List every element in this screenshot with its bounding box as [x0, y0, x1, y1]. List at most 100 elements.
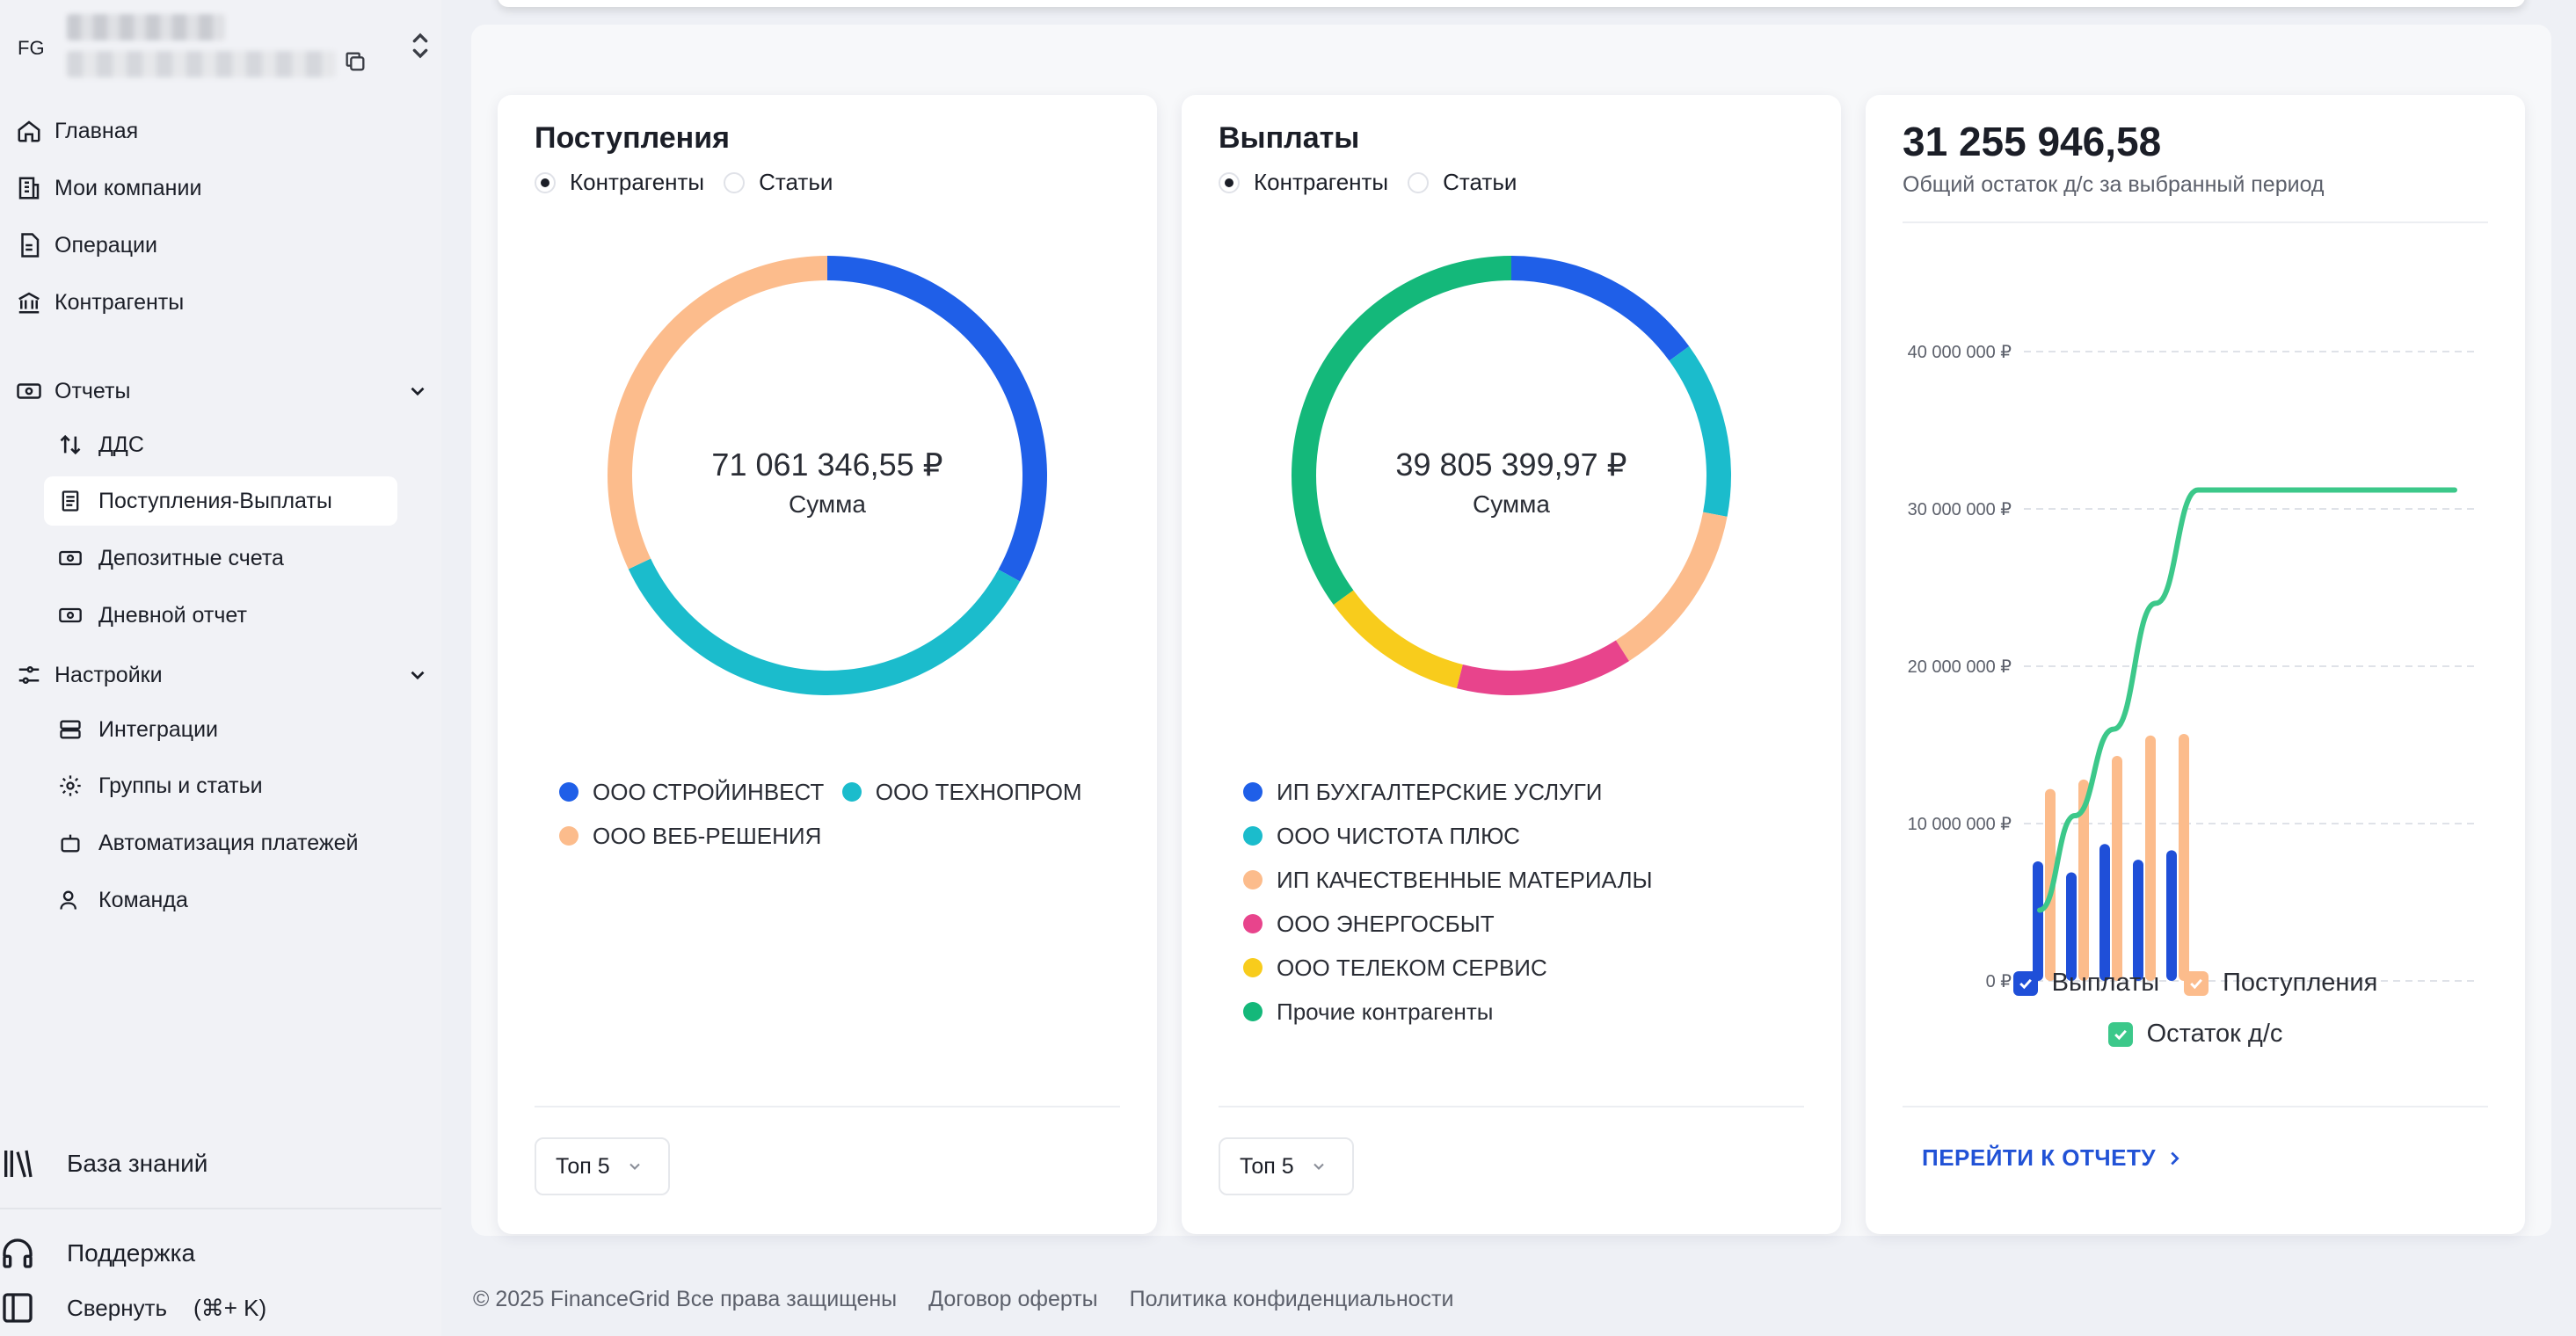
- donut-total-label: Сумма: [1473, 490, 1550, 518]
- chart-legend-row: Выплаты Поступления: [1866, 969, 2525, 998]
- nav-settings[interactable]: Настройки: [16, 653, 429, 697]
- legend-item[interactable]: ООО ЭНЕРГОСБЫТ: [1243, 902, 1792, 946]
- sidebar-item-label: Поступления-Выплаты: [98, 488, 332, 513]
- payouts-card: Выплаты Контрагенты Статьи 39 805 399,97…: [1182, 95, 1841, 1234]
- donut-slice[interactable]: [1615, 512, 1728, 662]
- bar-income[interactable]: [2145, 735, 2156, 981]
- collapse-sidebar-button[interactable]: Свернуть (⌘+ K): [0, 1283, 266, 1332]
- legend-dot: [559, 782, 579, 802]
- bar-income[interactable]: [2078, 779, 2089, 981]
- knowledge-base-link[interactable]: База знаний: [0, 1139, 207, 1188]
- nav-home[interactable]: Главная: [16, 109, 138, 153]
- library-icon: [4, 1150, 33, 1178]
- legend-label: Остаток д/с: [2146, 1020, 2283, 1048]
- sidebar-item-automation[interactable]: Автоматизация платежей: [44, 818, 397, 868]
- chevron-down-icon: [411, 671, 425, 680]
- legend-item[interactable]: ООО ЧИСТОТА ПЛЮС: [1243, 814, 1792, 858]
- sidebar-item-label: Автоматизация платежей: [98, 830, 359, 855]
- top-n-select[interactable]: Топ 5: [1219, 1137, 1354, 1195]
- legend-toggle-balance[interactable]: Остаток д/с: [2107, 1020, 2283, 1049]
- legend-dot: [841, 782, 862, 802]
- sliders-icon: [18, 666, 40, 684]
- sidebar-item-team[interactable]: Команда: [44, 875, 397, 925]
- sidebar-item-integrations[interactable]: Интеграции: [44, 705, 397, 754]
- bar-income[interactable]: [2112, 756, 2122, 981]
- sidebar-item-daily-report[interactable]: Дневной отчет: [44, 591, 397, 640]
- document-icon: [21, 233, 40, 258]
- support-link[interactable]: Поддержка: [0, 1229, 195, 1278]
- donut-slice[interactable]: [1333, 590, 1463, 689]
- checkbox[interactable]: [2184, 970, 2209, 996]
- income-card: Поступления Контрагенты Статьи 71 061 34…: [498, 95, 1157, 1234]
- radio-items[interactable]: [1408, 171, 1430, 193]
- checkbox[interactable]: [2012, 970, 2038, 996]
- chevron-down-icon: [411, 387, 425, 396]
- nav-label: Отчеты: [55, 378, 131, 403]
- legend-item[interactable]: ИП КАЧЕСТВЕННЫЕ МАТЕРИАЛЫ: [1243, 858, 1792, 902]
- legend-item[interactable]: ООО ТЕЛЕКОМ СЕРВИС: [1243, 946, 1792, 990]
- legend-toggle-payouts[interactable]: Выплаты: [2012, 969, 2159, 998]
- nav-my-companies[interactable]: Мои компании: [16, 166, 201, 210]
- legend-label: ООО СТРОЙИНВЕСТ: [593, 778, 825, 805]
- chevron-right-icon: [2171, 1151, 2179, 1165]
- chevron-down-icon: [629, 1163, 640, 1170]
- footer-offer-link[interactable]: Договор оферты: [928, 1287, 1098, 1311]
- sidebar-item-dds[interactable]: ДДС: [44, 420, 397, 469]
- balance-total: 31 255 946,58: [1903, 119, 2162, 164]
- legend-item[interactable]: ООО СТРОЙИНВЕСТ: [559, 770, 824, 814]
- legend-label: Поступления: [2223, 969, 2378, 997]
- sidebar-item-deposits[interactable]: Депозитные счета: [44, 534, 397, 583]
- nav-contragents[interactable]: Контрагенты: [16, 280, 184, 324]
- organization-switcher[interactable]: FG: [18, 11, 431, 86]
- footer-privacy-link[interactable]: Политика конфиденциальности: [1129, 1287, 1454, 1311]
- bar-payouts[interactable]: [2066, 872, 2077, 981]
- top-n-select[interactable]: Топ 5: [535, 1137, 670, 1195]
- checkbox[interactable]: [2107, 1021, 2133, 1047]
- copy-icon[interactable]: [343, 49, 367, 74]
- chevron-updown-icon[interactable]: [406, 28, 434, 63]
- legend-dot: [1243, 826, 1263, 846]
- bar-payouts[interactable]: [2099, 844, 2110, 981]
- bar-income[interactable]: [2179, 733, 2189, 981]
- radio-contragents[interactable]: [1219, 171, 1240, 193]
- donut-slice[interactable]: [1292, 256, 1511, 605]
- radio-contragents[interactable]: [535, 171, 556, 193]
- donut-slice[interactable]: [1669, 346, 1731, 517]
- nav-label: Контрагенты: [55, 289, 185, 315]
- bar-payouts[interactable]: [2133, 860, 2143, 981]
- donut-slice[interactable]: [628, 558, 1021, 696]
- nav-reports[interactable]: Отчеты: [16, 369, 429, 413]
- footer: © 2025 FinanceGrid Все права защищены До…: [473, 1287, 1485, 1312]
- bar-payouts[interactable]: [2166, 850, 2177, 981]
- legend-item[interactable]: Прочие контрагенты: [1243, 990, 1792, 1034]
- donut-slice[interactable]: [1511, 256, 1690, 361]
- radio-items[interactable]: [724, 171, 746, 193]
- headset-icon: [3, 1238, 33, 1268]
- legend-label: ООО ЭНЕРГОСБЫТ: [1277, 910, 1495, 937]
- income-donut-chart: [608, 256, 1047, 696]
- go-to-report-link[interactable]: ПЕРЕЙТИ К ОТЧЕТУ: [1922, 1144, 2184, 1172]
- legend-item[interactable]: ООО ТЕХНОПРОМ: [841, 770, 1082, 814]
- top-filter-bar: [498, 0, 2525, 7]
- card-title: Выплаты: [1219, 121, 1360, 155]
- select-value: Топ 5: [1240, 1153, 1294, 1179]
- balance-line[interactable]: [2037, 487, 2457, 913]
- bar-payouts[interactable]: [2033, 860, 2043, 981]
- sidebar-item-label: Депозитные счета: [98, 545, 284, 570]
- donut-slice[interactable]: [1456, 640, 1629, 695]
- nav-operations[interactable]: Операции: [16, 223, 157, 267]
- radio-label: Контрагенты: [570, 169, 705, 195]
- legend-item[interactable]: ООО ВЕБ-РЕШЕНИЯ: [559, 814, 821, 858]
- users-icon: [60, 890, 76, 910]
- check-icon: [2190, 978, 2202, 989]
- donut-slice[interactable]: [608, 256, 827, 570]
- sidebar-item-label: Команда: [98, 887, 188, 912]
- sidebar-item-income-payouts[interactable]: Поступления-Выплаты: [44, 476, 397, 526]
- sidebar-item-groups[interactable]: Группы и статьи: [44, 761, 397, 810]
- legend-item[interactable]: ИП БУХГАЛТЕРСКИЕ УСЛУГИ: [1243, 770, 1792, 814]
- legend-toggle-income[interactable]: Поступления: [2184, 969, 2377, 998]
- arrows-updown-icon: [60, 434, 81, 455]
- nav-label: Операции: [55, 232, 157, 258]
- donut-slice[interactable]: [827, 256, 1047, 582]
- money-icon: [17, 383, 41, 399]
